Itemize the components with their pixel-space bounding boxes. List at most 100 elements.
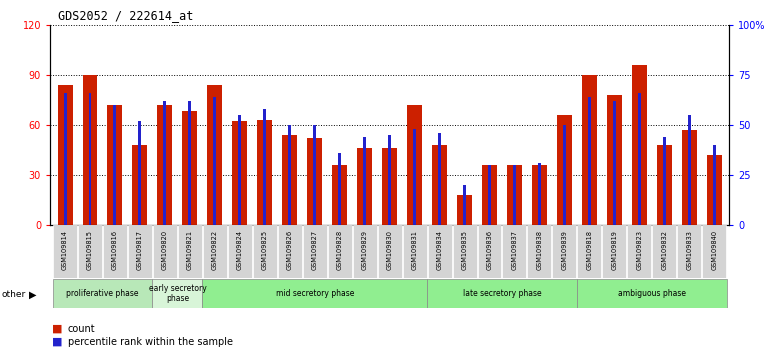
- Bar: [203, 279, 427, 308]
- Bar: [303, 225, 326, 278]
- Bar: [563, 125, 566, 225]
- Bar: [263, 109, 266, 225]
- Text: GSM109814: GSM109814: [62, 230, 68, 270]
- Bar: [652, 225, 676, 278]
- Bar: [503, 225, 527, 278]
- Text: other: other: [2, 290, 25, 299]
- Bar: [153, 225, 177, 278]
- Text: GSM109816: GSM109816: [112, 230, 118, 270]
- Bar: [407, 105, 422, 225]
- Text: ambiguous phase: ambiguous phase: [618, 289, 686, 298]
- Bar: [477, 225, 501, 278]
- Bar: [552, 225, 577, 278]
- Text: count: count: [68, 324, 95, 333]
- Bar: [357, 148, 372, 225]
- Text: GSM109840: GSM109840: [711, 230, 717, 270]
- Text: GSM109818: GSM109818: [587, 230, 592, 270]
- Bar: [53, 225, 77, 278]
- Bar: [482, 165, 497, 225]
- Bar: [189, 101, 192, 225]
- Bar: [578, 225, 601, 278]
- Bar: [103, 225, 127, 278]
- Text: ▶: ▶: [29, 290, 37, 299]
- Bar: [52, 279, 152, 308]
- Text: GSM109824: GSM109824: [237, 230, 243, 270]
- Bar: [238, 115, 241, 225]
- Bar: [688, 115, 691, 225]
- Bar: [678, 225, 701, 278]
- Bar: [513, 165, 516, 225]
- Bar: [377, 225, 402, 278]
- Text: GSM109836: GSM109836: [487, 230, 493, 270]
- Bar: [427, 279, 577, 308]
- Text: GSM109825: GSM109825: [262, 230, 268, 270]
- Bar: [613, 101, 616, 225]
- Bar: [488, 165, 491, 225]
- Bar: [388, 135, 391, 225]
- Text: GSM109830: GSM109830: [387, 230, 393, 270]
- Bar: [288, 125, 291, 225]
- Bar: [139, 121, 142, 225]
- Text: GSM109831: GSM109831: [412, 230, 417, 269]
- Bar: [363, 137, 367, 225]
- Bar: [353, 225, 377, 278]
- Bar: [328, 225, 352, 278]
- Bar: [628, 225, 651, 278]
- Bar: [203, 225, 227, 278]
- Bar: [638, 93, 641, 225]
- Bar: [89, 93, 92, 225]
- Bar: [527, 225, 551, 278]
- Bar: [283, 135, 297, 225]
- Bar: [538, 163, 541, 225]
- Text: GSM109823: GSM109823: [636, 230, 642, 270]
- Bar: [157, 105, 172, 225]
- Bar: [78, 225, 102, 278]
- Bar: [577, 279, 727, 308]
- Text: GSM109839: GSM109839: [561, 230, 567, 269]
- Bar: [178, 225, 202, 278]
- Bar: [453, 225, 477, 278]
- Bar: [507, 165, 522, 225]
- Bar: [338, 153, 341, 225]
- Text: GSM109821: GSM109821: [187, 230, 192, 270]
- Text: GSM109835: GSM109835: [461, 230, 467, 270]
- Text: GSM109820: GSM109820: [162, 230, 168, 270]
- Bar: [403, 225, 427, 278]
- Bar: [163, 101, 166, 225]
- Bar: [438, 133, 441, 225]
- Text: GSM109828: GSM109828: [336, 230, 343, 270]
- Bar: [113, 105, 116, 225]
- Text: GSM109822: GSM109822: [212, 230, 218, 270]
- Bar: [233, 121, 247, 225]
- Bar: [413, 129, 416, 225]
- Text: GSM109837: GSM109837: [511, 230, 517, 270]
- Bar: [602, 225, 626, 278]
- Text: GSM109819: GSM109819: [611, 230, 618, 269]
- Bar: [228, 225, 252, 278]
- Text: proliferative phase: proliferative phase: [66, 289, 139, 298]
- Bar: [82, 75, 98, 225]
- Bar: [257, 120, 273, 225]
- Bar: [64, 93, 66, 225]
- Text: late secretory phase: late secretory phase: [463, 289, 541, 298]
- Text: GSM109815: GSM109815: [87, 230, 93, 270]
- Text: percentile rank within the sample: percentile rank within the sample: [68, 337, 233, 347]
- Bar: [681, 130, 697, 225]
- Bar: [657, 145, 671, 225]
- Bar: [58, 85, 72, 225]
- Text: ■: ■: [52, 324, 63, 333]
- Bar: [588, 97, 591, 225]
- Bar: [128, 225, 152, 278]
- Bar: [532, 165, 547, 225]
- Bar: [463, 185, 466, 225]
- Text: early secretory
phase: early secretory phase: [149, 284, 206, 303]
- Bar: [332, 165, 347, 225]
- Bar: [313, 125, 316, 225]
- Bar: [702, 225, 726, 278]
- Bar: [307, 138, 322, 225]
- Bar: [152, 279, 203, 308]
- Text: GSM109827: GSM109827: [312, 230, 318, 270]
- Text: GDS2052 / 222614_at: GDS2052 / 222614_at: [58, 9, 193, 22]
- Bar: [278, 225, 302, 278]
- Bar: [663, 137, 666, 225]
